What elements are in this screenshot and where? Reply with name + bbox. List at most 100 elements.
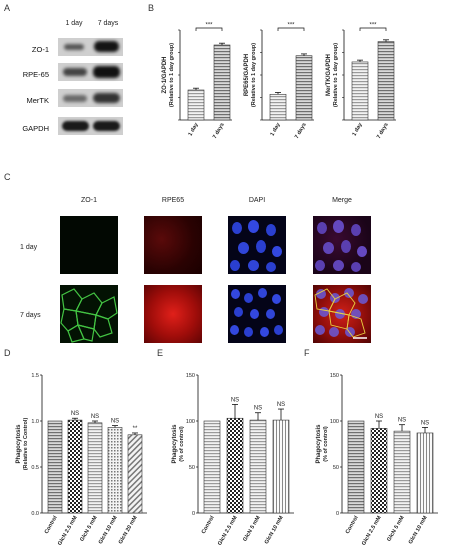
zo1-network-drawing <box>60 288 118 343</box>
y-tick-label: 100 <box>186 419 195 425</box>
significance-label: *** <box>287 23 295 29</box>
blot-row-label: RPE-65 <box>22 70 49 79</box>
y-tick-label: 0.5 <box>31 465 39 471</box>
x-tick-label: Control <box>345 515 360 535</box>
y-axis-label: Phagocytosis <box>316 424 322 464</box>
significance-bracket <box>195 27 223 31</box>
x-tick-label: 7 days <box>294 122 308 140</box>
x-tick-label: GlcN 5 mM <box>242 515 262 543</box>
bar <box>67 419 83 514</box>
blot-column-1day: 1 day <box>65 20 83 27</box>
micrograph-dapi-1day <box>228 216 286 274</box>
y-tick-label: 0.0 <box>31 511 39 517</box>
x-tick-label: GlcN 2.5 mM <box>57 515 79 547</box>
significance-label: NS <box>231 397 239 403</box>
y-axis-label: RPE65/GAPDH <box>244 54 250 96</box>
micrograph-zo1-7days <box>60 285 118 343</box>
bar <box>203 420 221 514</box>
micrograph-row-label: 7 days <box>20 312 41 319</box>
x-tick-label: Control <box>201 515 216 535</box>
bar <box>393 430 411 514</box>
micrograph-column-label: ZO-1 <box>81 197 97 204</box>
bar <box>347 420 365 514</box>
bar <box>107 427 123 514</box>
y-tick-label: 0 <box>192 511 195 517</box>
y-axis-label: MerTK/GAPDH <box>326 54 332 96</box>
y-tick-label: 150 <box>186 373 195 379</box>
bar <box>213 44 231 121</box>
y-axis-label: (Relative to 1 day group) <box>169 43 175 107</box>
significance-label: ** <box>133 426 138 432</box>
micrograph-column-label: DAPI <box>248 197 266 204</box>
significance-label: NS <box>277 402 285 408</box>
y-tick-label: 50 <box>189 465 195 471</box>
x-tick-label: GlcN 10 mM <box>98 515 119 546</box>
blot-lane-rpe65 <box>58 63 123 81</box>
x-tick-label: 1 day <box>351 121 364 137</box>
bar <box>87 422 103 514</box>
y-tick-label: 100 <box>330 419 339 425</box>
micrograph-rpe65-7days <box>144 285 202 343</box>
y-tick-label: 1.5 <box>31 373 39 379</box>
significance-label: NS <box>254 406 262 412</box>
x-tick-label: Control <box>44 515 59 535</box>
bar <box>187 89 205 121</box>
panel-label-c: C <box>4 172 11 182</box>
x-tick-label: 7 days <box>376 122 390 140</box>
bar <box>47 420 63 514</box>
significance-bracket <box>277 27 305 31</box>
x-tick-label: 1 day <box>187 121 200 137</box>
bar <box>127 434 143 514</box>
micrograph-zo1-1day <box>60 216 118 274</box>
y-tick-label: 50 <box>333 465 339 471</box>
blot-row-label: ZO-1 <box>31 45 49 54</box>
x-tick-label: GlcN 5 mM <box>386 515 406 543</box>
x-tick-label: 1 day <box>269 121 282 137</box>
bar <box>351 61 369 121</box>
x-tick-label: GlcN 5 mM <box>79 515 99 543</box>
bar <box>226 417 244 514</box>
significance-label: NS <box>91 414 99 420</box>
y-tick-label: 0 <box>336 511 339 517</box>
bar <box>377 41 395 121</box>
significance-label: *** <box>205 23 213 29</box>
micrograph-column-label: RPE65 <box>161 197 185 204</box>
y-axis-label: (% of control) <box>179 426 185 462</box>
significance-label: NS <box>71 411 79 417</box>
x-tick-label: GlcN 2.5 mM <box>361 515 383 547</box>
micrograph-merge-7days <box>313 285 371 343</box>
micrograph-row-label: 1 day <box>20 244 38 251</box>
y-axis-label: Phagocytosis <box>172 424 178 464</box>
x-tick-label: GlcN 2.5 mM <box>217 515 239 547</box>
panel-label-a: A <box>4 3 11 13</box>
merge-overlay-drawing <box>314 288 368 339</box>
x-tick-label: GlcN 10 mM <box>408 515 429 546</box>
bar <box>416 432 434 514</box>
panel-label-d: D <box>4 348 11 358</box>
bar <box>295 55 313 121</box>
blot-row-label: MerTK <box>26 96 50 105</box>
significance-label: NS <box>111 419 119 425</box>
bar <box>370 428 388 514</box>
bar <box>272 419 290 514</box>
micrograph-dapi-7days <box>228 285 286 343</box>
bar <box>269 93 287 121</box>
blot-column-7days: 7 days <box>97 20 119 27</box>
y-axis-label: (Relative to 1 day group) <box>333 43 339 107</box>
x-tick-label: GlcN 20 mM <box>118 515 139 546</box>
significance-label: *** <box>369 23 377 29</box>
panel-label-e: E <box>157 348 164 358</box>
significance-bracket <box>359 27 387 31</box>
blot-lane-gapdh <box>58 117 123 135</box>
x-tick-label: 7 days <box>212 122 226 140</box>
blot-lane-mertk <box>58 89 123 107</box>
significance-label: NS <box>375 414 383 420</box>
blot-lane-zo1 <box>58 38 123 56</box>
y-axis-label: (Relative to Control) <box>23 418 29 471</box>
panel-label-b: B <box>148 3 155 13</box>
y-tick-label: 1.0 <box>31 419 39 425</box>
y-tick-label: 150 <box>330 373 339 379</box>
micrograph-column-label: Merge <box>332 197 352 204</box>
y-axis-label: ZO-1/GAPDH <box>162 56 168 93</box>
